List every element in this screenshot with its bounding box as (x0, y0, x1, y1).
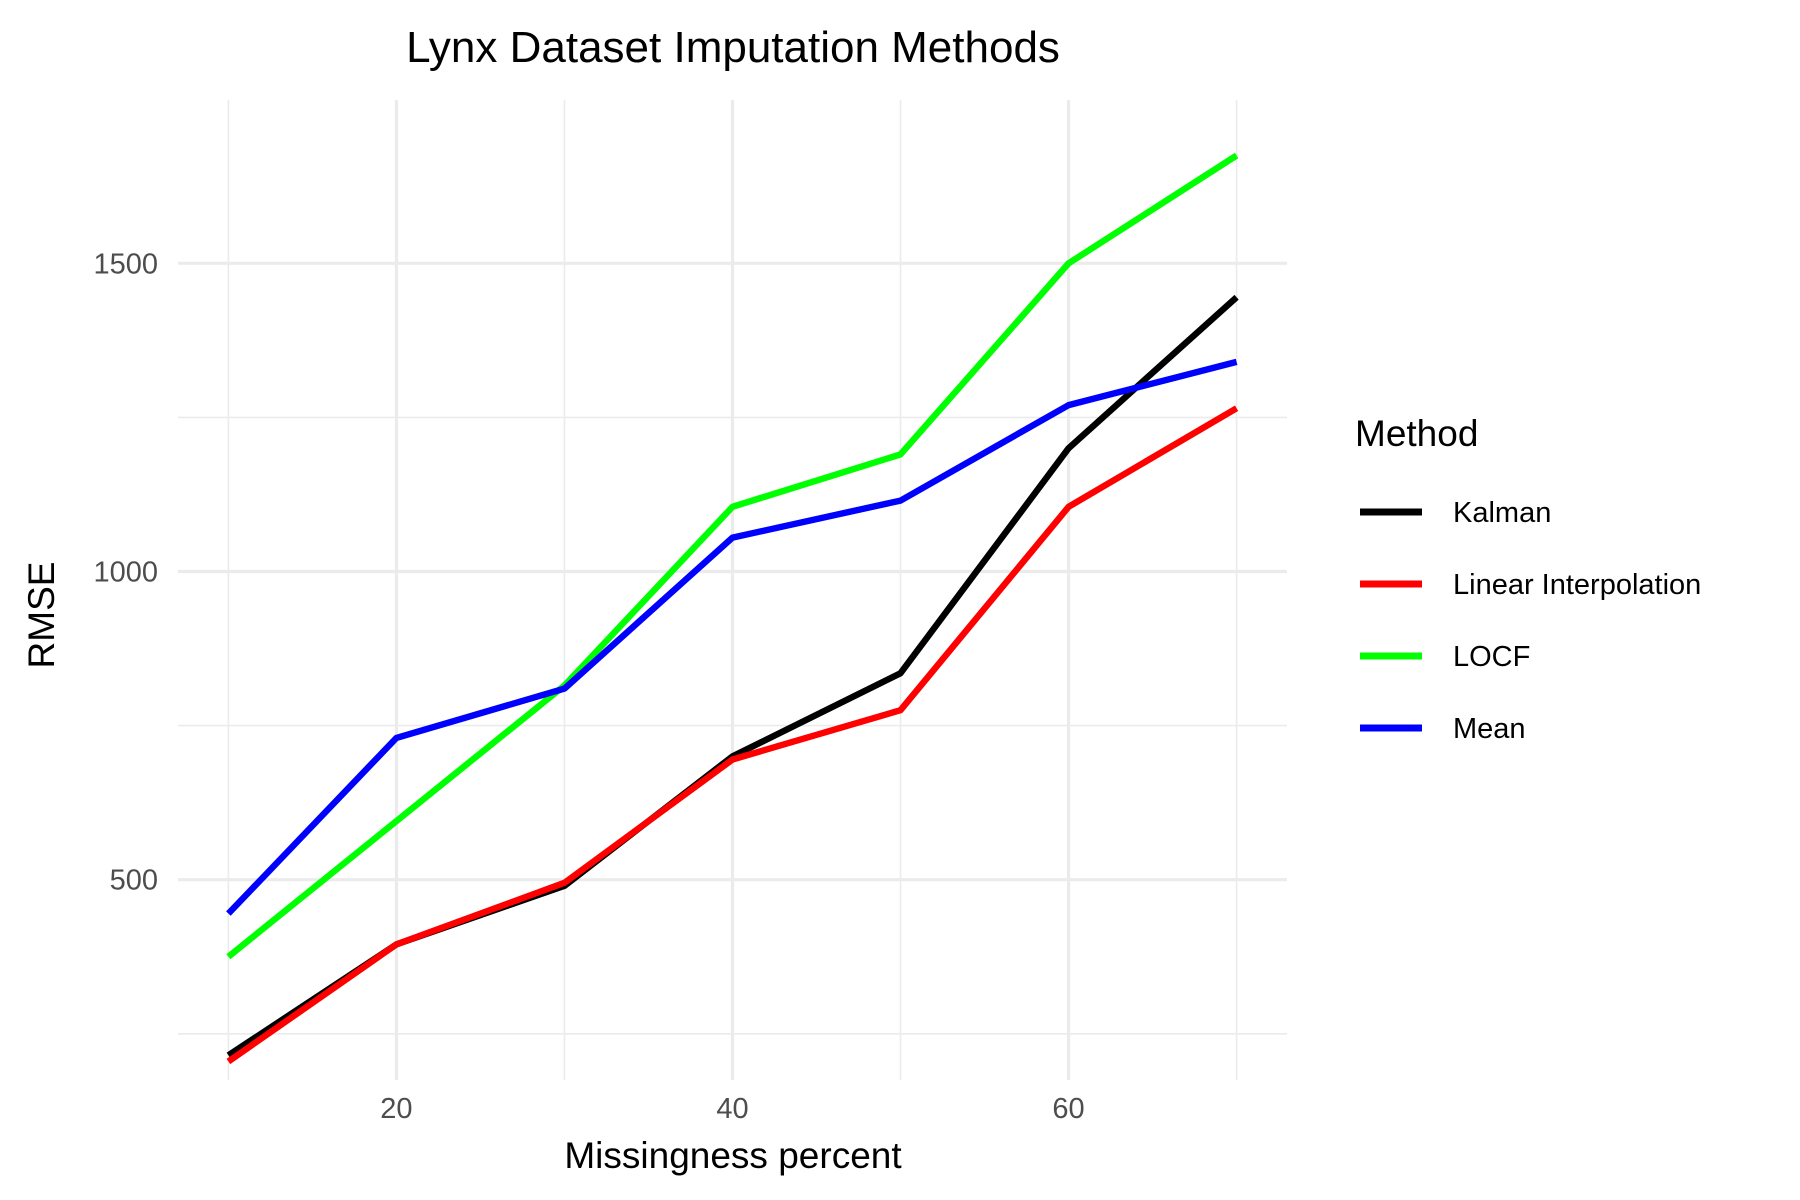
legend-items: Kalman Linear Interpolation LOCF Mean (1360, 497, 1701, 745)
series-line-mean (226, 358, 1238, 916)
y-tick-label: 1000 (93, 557, 158, 589)
series-lines (226, 152, 1239, 1065)
grid (178, 100, 1287, 1080)
legend-label: LOCF (1453, 641, 1530, 673)
y-tick-label: 500 (110, 865, 158, 897)
x-axis-title: Missingness percent (564, 1135, 902, 1176)
legend-title: Method (1355, 413, 1478, 454)
legend-label: Linear Interpolation (1453, 569, 1701, 601)
x-tick-label: 40 (716, 1093, 748, 1125)
legend-label: Kalman (1453, 497, 1551, 529)
legend-label: Mean (1453, 713, 1526, 745)
y-axis-ticks: 500 1000 1500 (93, 248, 158, 896)
y-tick-label: 1500 (93, 248, 158, 280)
x-tick-label: 60 (1052, 1093, 1084, 1125)
legend: Method Kalman Linear Interpolation LOCF Mea… (1355, 413, 1701, 745)
x-axis-ticks: 20 40 60 (380, 1093, 1084, 1125)
chart-title: Lynx Dataset Imputation Methods (406, 23, 1060, 72)
series-line-linear-interpolation (226, 405, 1239, 1065)
x-tick-label: 20 (380, 1093, 412, 1125)
y-axis-title: RMSE (21, 562, 62, 669)
series-line-locf (226, 152, 1239, 960)
